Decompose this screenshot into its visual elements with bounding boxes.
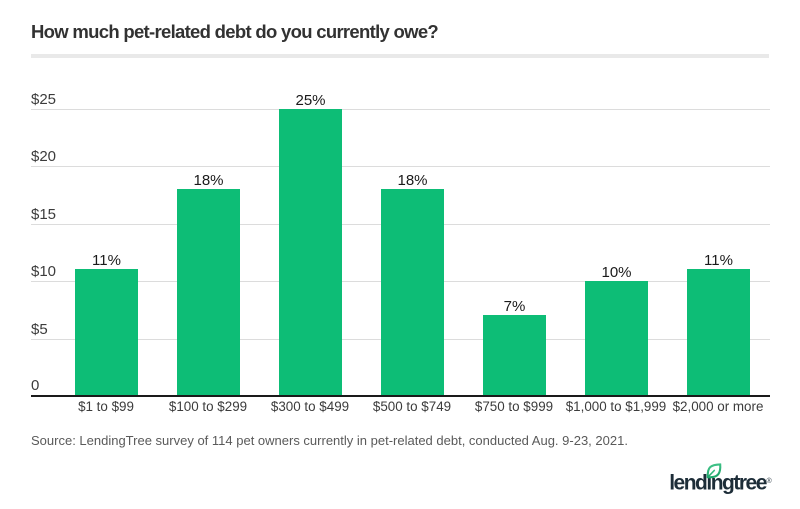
svg-text:lendingtree: lendingtree [669,472,767,495]
svg-text:®: ® [767,477,773,485]
